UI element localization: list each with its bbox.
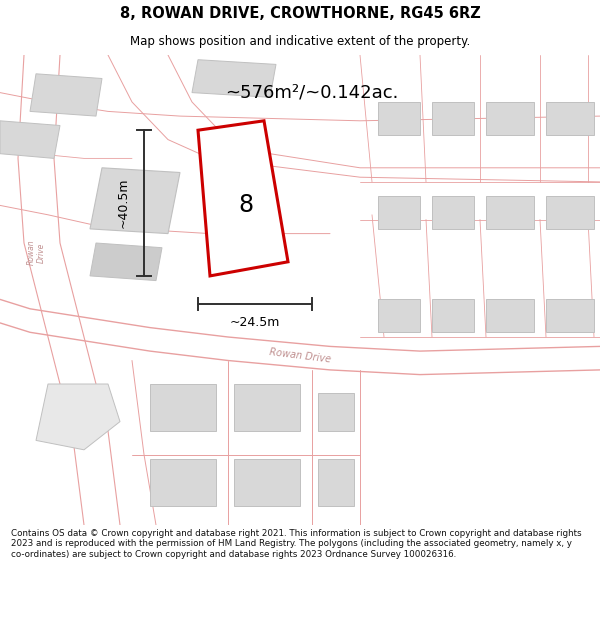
Polygon shape [90,243,162,281]
Polygon shape [378,196,420,229]
Polygon shape [150,384,216,431]
Polygon shape [30,74,102,116]
Text: ~576m²/~0.142ac.: ~576m²/~0.142ac. [226,84,398,102]
Polygon shape [378,102,420,135]
Polygon shape [234,459,300,506]
Polygon shape [0,121,60,158]
Polygon shape [234,384,300,431]
Polygon shape [486,299,534,332]
Polygon shape [318,459,354,506]
Polygon shape [546,102,594,135]
Text: 8, ROWAN DRIVE, CROWTHORNE, RG45 6RZ: 8, ROWAN DRIVE, CROWTHORNE, RG45 6RZ [119,6,481,21]
Polygon shape [318,393,354,431]
Text: ~40.5m: ~40.5m [116,177,130,228]
Text: Rowan Drive: Rowan Drive [269,347,331,364]
Polygon shape [150,459,216,506]
Polygon shape [198,121,288,276]
Polygon shape [546,299,594,332]
Polygon shape [192,60,276,98]
Polygon shape [432,102,474,135]
Polygon shape [378,299,420,332]
Text: Rowan
Drive: Rowan Drive [26,239,46,265]
Polygon shape [90,168,180,234]
Polygon shape [486,196,534,229]
Text: ~24.5m: ~24.5m [230,316,280,329]
Polygon shape [546,196,594,229]
Polygon shape [432,299,474,332]
Text: Contains OS data © Crown copyright and database right 2021. This information is : Contains OS data © Crown copyright and d… [11,529,581,559]
Text: 8: 8 [238,193,254,218]
Polygon shape [432,196,474,229]
Polygon shape [486,102,534,135]
Text: Map shows position and indicative extent of the property.: Map shows position and indicative extent… [130,35,470,48]
Polygon shape [36,384,120,450]
